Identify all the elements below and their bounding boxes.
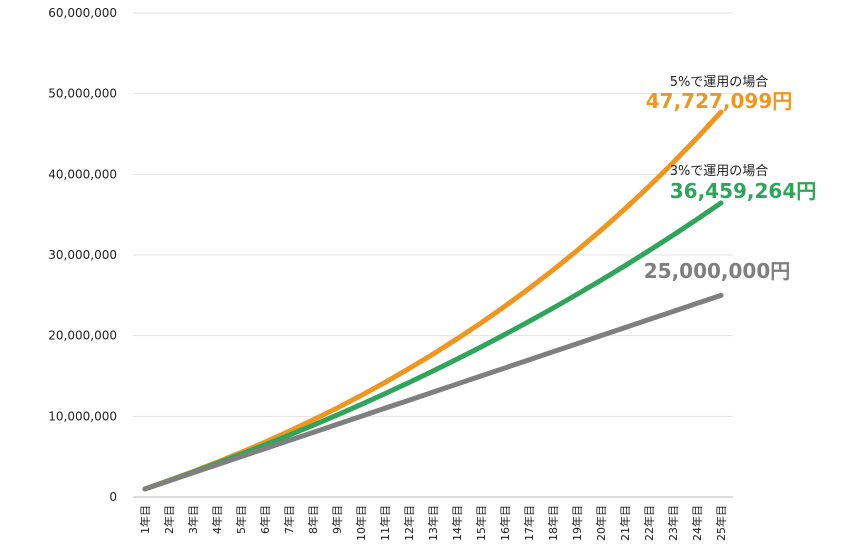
line <box>142 292 724 492</box>
y-tick-label: 50,000,000 <box>48 87 117 101</box>
x-tick-label: 25年目 <box>714 505 728 541</box>
end-label: 36,459,264円 <box>670 179 817 203</box>
x-tick-label: 10年目 <box>354 505 368 541</box>
x-tick-label: 2年目 <box>162 505 176 534</box>
y-tick-label: 0 <box>109 490 117 504</box>
line <box>142 109 724 492</box>
legend-label: 5%で運用の場合 <box>670 75 769 90</box>
x-tick-label: 24年目 <box>690 505 704 541</box>
x-tick-label: 6年目 <box>258 505 272 534</box>
x-tick-label: 7年目 <box>282 505 296 534</box>
y-tick-label: 30,000,000 <box>48 248 117 262</box>
x-tick-label: 8年目 <box>306 505 320 534</box>
legend-label: 3%で運用の場合 <box>670 164 769 179</box>
x-tick-label: 13年目 <box>426 505 440 541</box>
y-tick-label: 40,000,000 <box>48 167 117 181</box>
x-tick-label: 11年目 <box>378 505 392 541</box>
x-tick-label: 16年目 <box>498 505 512 541</box>
x-tick-label: 14年目 <box>450 505 464 541</box>
x-tick-label: 9年目 <box>330 505 344 534</box>
end-label: 25,000,000円 <box>644 259 791 283</box>
x-tick-label: 17年目 <box>522 505 536 541</box>
x-tick-label: 5年目 <box>234 505 248 534</box>
x-tick-label: 23年目 <box>666 505 680 541</box>
x-tick-label: 1年目 <box>138 505 152 534</box>
x-tick-label: 4年目 <box>210 505 224 534</box>
x-tick-label: 18年目 <box>546 505 560 541</box>
x-tick-label: 12年目 <box>402 505 416 541</box>
line <box>142 200 724 492</box>
y-tick-label: 20,000,000 <box>48 329 117 343</box>
x-tick-label: 20年目 <box>594 505 608 541</box>
x-tick-label: 21年目 <box>618 505 632 541</box>
y-tick-label: 60,000,000 <box>48 6 117 20</box>
x-tick-label: 19年目 <box>570 505 584 541</box>
y-tick-label: 10,000,000 <box>48 409 117 423</box>
x-tick-label: 15年目 <box>474 505 488 541</box>
x-tick-label: 22年目 <box>642 505 656 541</box>
x-tick-label: 3年目 <box>186 505 200 534</box>
end-label: 47,727,099円 <box>646 89 793 113</box>
